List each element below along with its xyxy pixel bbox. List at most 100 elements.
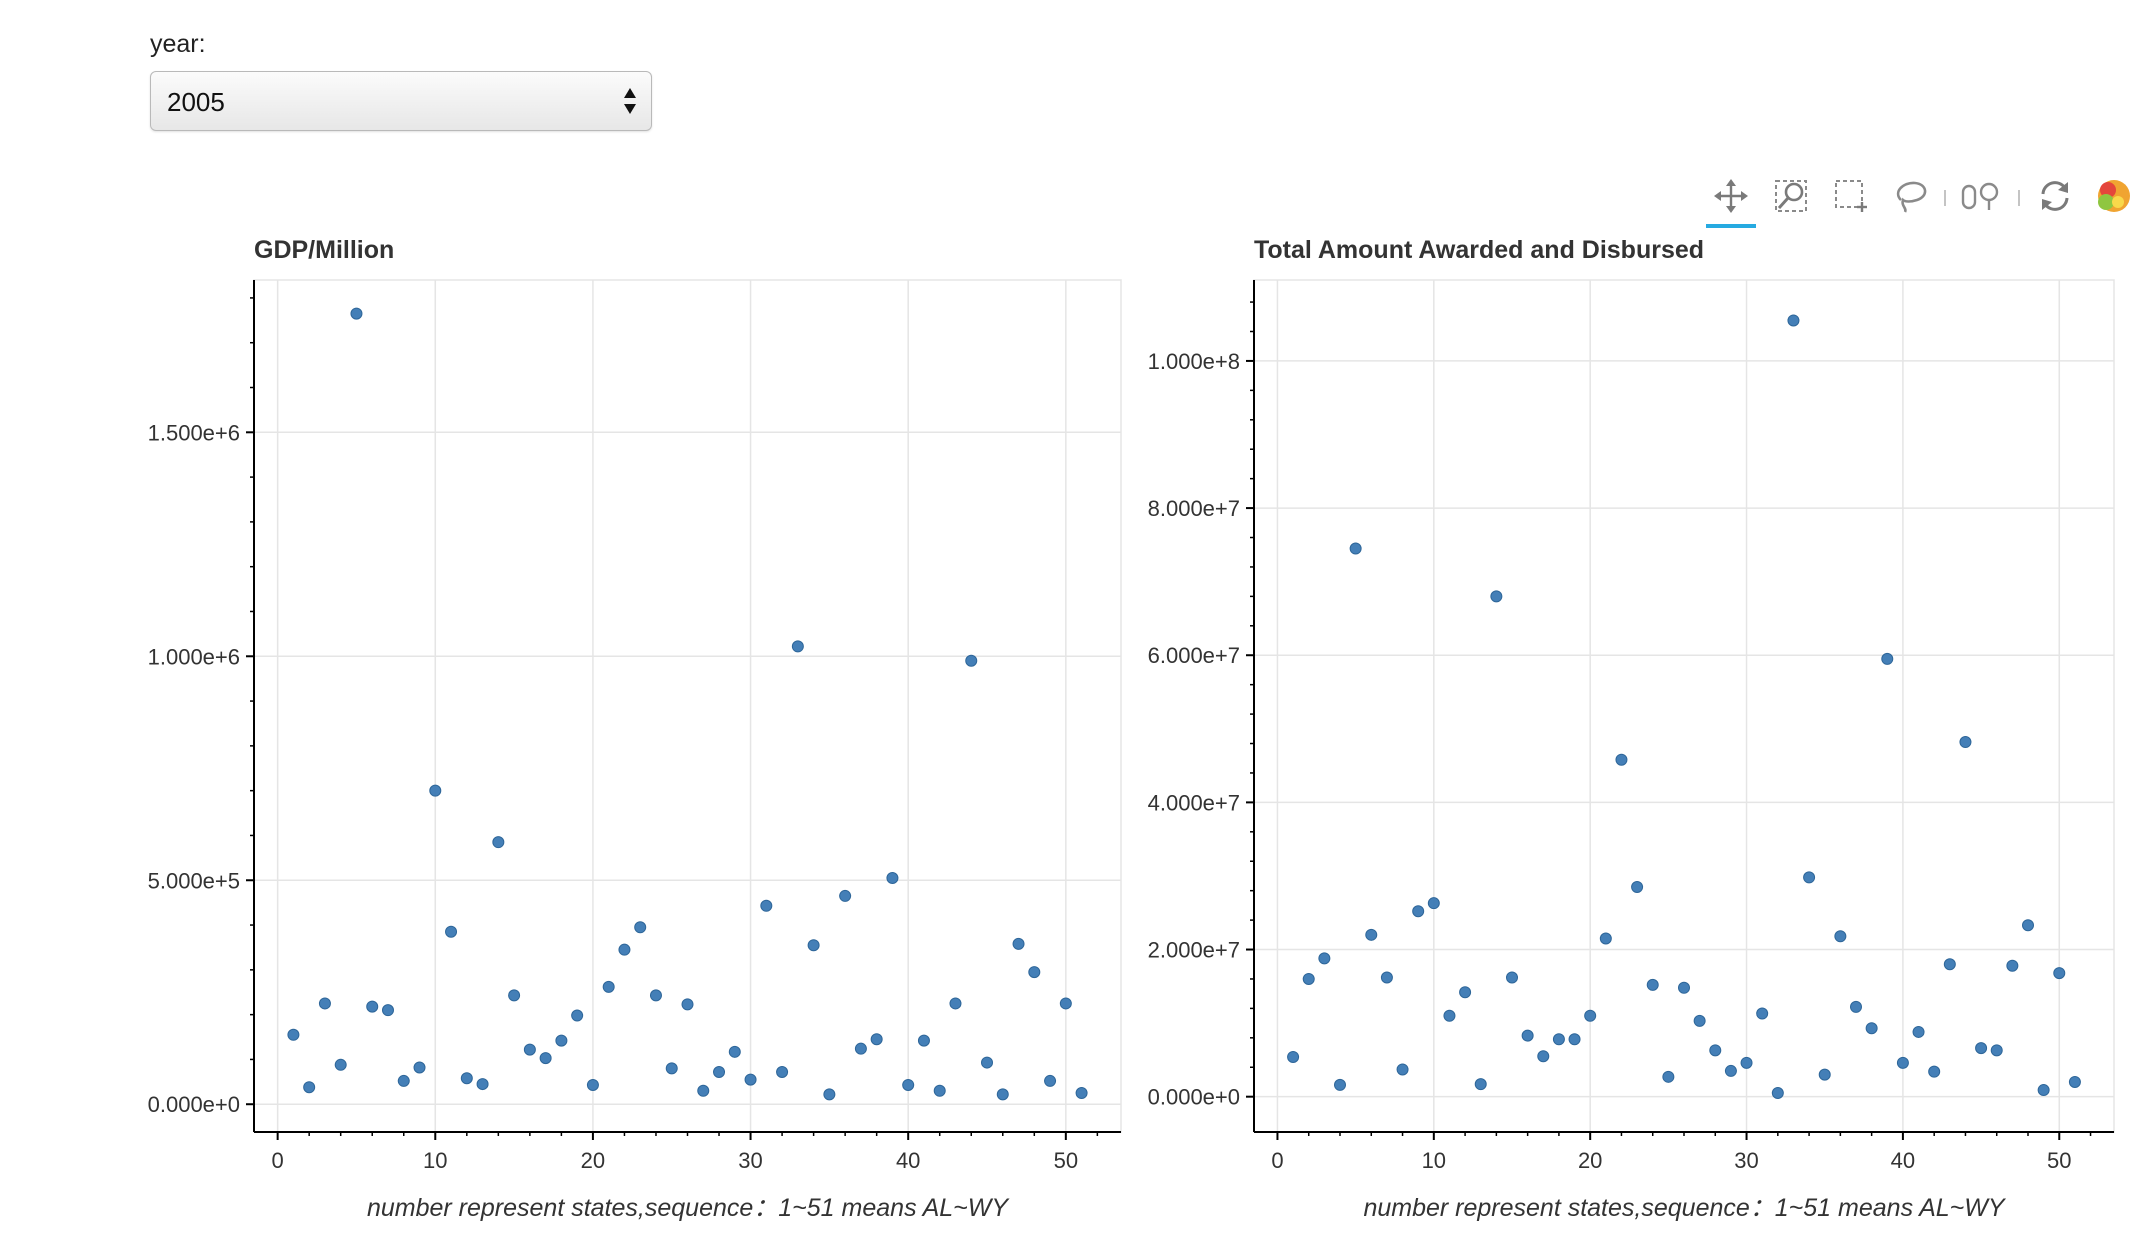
data-point	[1865, 1022, 1878, 1035]
x-tick-label: 40	[896, 1148, 920, 1173]
bokeh-logo-icon	[2098, 180, 2130, 212]
data-point	[1459, 986, 1472, 999]
data-point	[318, 997, 331, 1010]
data-point	[917, 1034, 930, 1047]
resize-tool[interactable]	[1954, 172, 2004, 222]
data-point	[1412, 905, 1425, 918]
data-point	[1724, 1064, 1737, 1077]
y-tick-label: 6.000e+7	[1148, 643, 1240, 668]
data-point	[1599, 932, 1612, 945]
x-tick-label: 0	[1271, 1148, 1283, 1173]
data-point	[1028, 966, 1041, 979]
data-point	[1427, 897, 1440, 910]
y-tick-label: 4.000e+7	[1148, 790, 1240, 815]
data-point	[508, 989, 521, 1002]
data-point	[965, 654, 978, 667]
data-point	[303, 1081, 316, 1094]
data-point	[1287, 1050, 1300, 1063]
data-point	[2068, 1075, 2081, 1088]
data-point	[1349, 542, 1362, 555]
data-point	[1975, 1042, 1988, 1055]
y-tick-label: 1.000e+6	[148, 644, 240, 669]
lasso-select-tool[interactable]	[1886, 172, 1936, 222]
data-point	[697, 1084, 710, 1097]
chart-2: 0 10 20 30 40 50 0.000e+0 2.000e+7 4.000e+7 6.000…	[1148, 236, 2115, 1222]
data-point	[1615, 753, 1628, 766]
data-point	[1044, 1074, 1057, 1087]
data-point	[539, 1052, 552, 1065]
x-tick-label: 50	[2047, 1148, 2071, 1173]
x-tick-label: 20	[1578, 1148, 1602, 1173]
x-tick-label: 10	[423, 1148, 447, 1173]
data-point	[933, 1084, 946, 1097]
data-point	[1943, 958, 1956, 971]
data-point	[807, 939, 820, 952]
year-control-label: year:	[150, 30, 206, 58]
data-point	[1490, 590, 1503, 603]
data-point	[1818, 1068, 1831, 1081]
data-point	[1756, 1007, 1769, 1020]
data-point	[571, 1009, 584, 1022]
reset-tool[interactable]	[2030, 172, 2080, 222]
data-point	[949, 997, 962, 1010]
wheel-zoom-tool-icon	[1775, 180, 1807, 212]
data-point	[776, 1065, 789, 1078]
x-tick-label: 0	[272, 1148, 284, 1173]
data-point	[870, 1033, 883, 1046]
y-tick-label: 0.000e+0	[1148, 1085, 1240, 1110]
data-point	[1896, 1056, 1909, 1069]
data-point	[555, 1034, 568, 1047]
x-tick-label: 10	[1422, 1148, 1446, 1173]
data-point	[1990, 1044, 2003, 1057]
data-point	[791, 640, 804, 653]
data-point	[1584, 1009, 1597, 1022]
data-point	[1365, 928, 1378, 941]
data-point	[854, 1042, 867, 1055]
data-point	[634, 921, 647, 934]
data-point	[744, 1073, 757, 1086]
data-point	[429, 784, 442, 797]
y-tick-label: 2.000e+7	[1148, 938, 1240, 963]
data-point	[413, 1061, 426, 1074]
year-select[interactable]: 2005	[150, 71, 652, 131]
data-point	[1959, 736, 1972, 749]
y-tick-label: 0.000e+0	[148, 1092, 240, 1117]
x-tick-label: 40	[1891, 1148, 1915, 1173]
data-point	[1771, 1087, 1784, 1100]
data-point	[2037, 1084, 2050, 1097]
data-point	[586, 1078, 599, 1091]
data-point	[1709, 1044, 1722, 1057]
data-point	[397, 1074, 410, 1087]
resize-tool-icon	[1961, 182, 1999, 210]
pan-tool[interactable]	[1706, 172, 1756, 228]
data-point	[1646, 978, 1659, 991]
data-point	[1537, 1050, 1550, 1063]
chart-1: 0 10 20 30 40 50 0.000e+0 5.000e+5 1.000e+6 1.500…	[148, 236, 1122, 1222]
data-point	[1662, 1070, 1675, 1083]
wheel-zoom-tool[interactable]	[1766, 172, 1816, 222]
data-point	[713, 1065, 726, 1078]
data-point	[350, 307, 363, 320]
plot-frame	[1253, 279, 2115, 1133]
data-point	[1552, 1033, 1565, 1046]
data-point	[1678, 981, 1690, 994]
data-point	[1521, 1029, 1534, 1042]
box-zoom-tool[interactable]	[1826, 172, 1876, 222]
data-point	[1302, 972, 1315, 985]
y-tick-label: 1.000e+8	[1148, 349, 1240, 374]
data-point	[1396, 1063, 1409, 1076]
x-axis-label: number represent states,sequence：1~51 me…	[367, 1194, 1010, 1222]
data-point	[649, 989, 662, 1002]
y-tick-label: 5.000e+5	[148, 868, 240, 893]
data-point	[1834, 930, 1847, 943]
y-tick-label: 8.000e+7	[1148, 496, 1240, 521]
data-point	[1443, 1009, 1456, 1022]
data-point	[445, 925, 458, 938]
y-tick-label: 1.500e+6	[148, 420, 240, 445]
data-point	[886, 872, 899, 885]
x-tick-label: 30	[738, 1148, 762, 1173]
data-point	[681, 998, 694, 1011]
bokeh-logo[interactable]	[2088, 172, 2140, 222]
data-point	[1787, 314, 1800, 327]
